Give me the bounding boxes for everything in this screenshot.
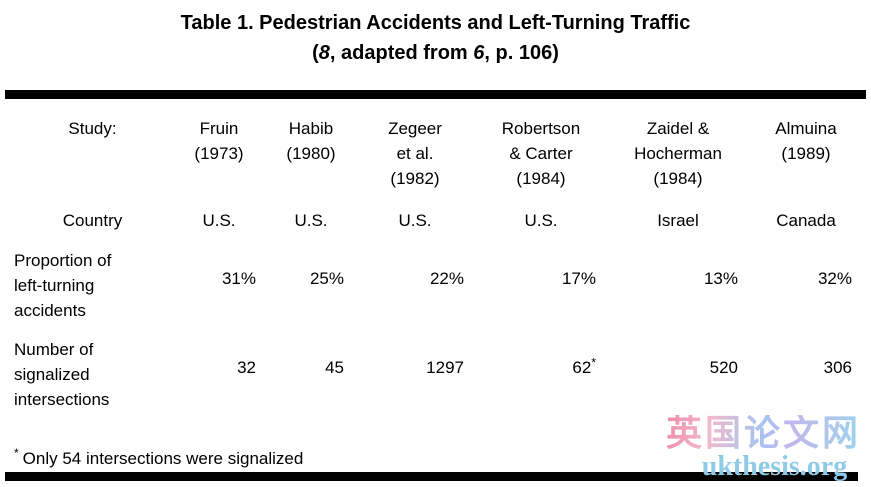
table-row-intersections: Number of signalized intersections 32 45… [5,323,863,412]
column-header-zegeer: Zegeer et al. (1982) [388,119,442,188]
table-title: Table 1. Pedestrian Accidents and Left-T… [0,0,871,68]
watermark-site-text: ukthesis.org [701,451,848,482]
intersections-cell: 32 [237,358,256,377]
footnote-marker-icon: * [14,446,19,461]
table-title-line1: Table 1. Pedestrian Accidents and Left-T… [180,12,691,34]
proportion-cell: 31% [221,268,256,288]
footnote-text: Only 54 intersections were signalized [22,449,304,468]
intersections-cell: 520 [709,358,738,377]
column-header-fruin: Fruin (1973) [194,119,244,163]
intersections-value: 62 [572,358,592,377]
column-header-zaidel-hocherman: Zaidel & Hocherman (1984) [634,119,722,188]
column-header-habib: Habib (1980) [286,119,336,163]
table-top-rule [5,90,866,99]
pedestrian-accidents-table: Study: Fruin (1973) Habib (1980) Zegeer … [5,99,863,412]
watermark-chinese-text: 英国论文网 [665,412,861,453]
table-bottom-rule [5,472,858,481]
title-adapted-from: , adapted from [329,42,474,64]
column-header-robertson-carter: Robertson & Carter (1984) [501,119,581,188]
intersections-cell: 45 [325,358,344,377]
intersections-cell: 1297 [426,358,464,377]
table-footnote: * Only 54 intersections were signalized [0,446,871,470]
proportion-cell: 13% [703,268,738,288]
title-reference-8: 8 [318,42,330,64]
title-reference-6: 6 [473,42,485,64]
title-page-ref: , p. 106) [484,42,559,64]
title-paren-open: ( [312,42,319,64]
proportion-cell: 32% [817,268,852,288]
table-title-line2: (8, adapted from 6, p. 106) [0,38,871,68]
proportion-cell: 17% [561,268,596,288]
proportion-cell: 25% [309,268,344,288]
country-cell: U.S. [524,211,558,230]
row-label-proportion: Proportion of left-turning accidents [14,251,112,320]
country-cell: U.S. [294,211,328,230]
footnote-marker-icon: * [591,355,596,370]
table-row-country: Country U.S. U.S. U.S. U.S. Israel Canad… [5,191,863,233]
row-label-study: Study: [68,119,117,138]
country-cell: U.S. [202,211,236,230]
table-row-study: Study: Fruin (1973) Habib (1980) Zegeer … [5,99,863,191]
watermark: 英国论文网 ukthesis.org [666,415,861,481]
country-cell: Canada [776,211,836,230]
intersections-cell-with-footnote: 62* [475,323,607,412]
country-cell: Israel [657,211,699,230]
table-row-proportion: Proportion of left-turning accidents 31%… [5,233,863,323]
row-label-country: Country [62,211,123,230]
proportion-cell: 22% [429,268,464,288]
column-header-almuina: Almuina (1989) [775,119,837,163]
country-cell: U.S. [398,211,432,230]
intersections-cell: 306 [823,358,852,377]
row-label-intersections: Number of signalized intersections [14,340,110,409]
